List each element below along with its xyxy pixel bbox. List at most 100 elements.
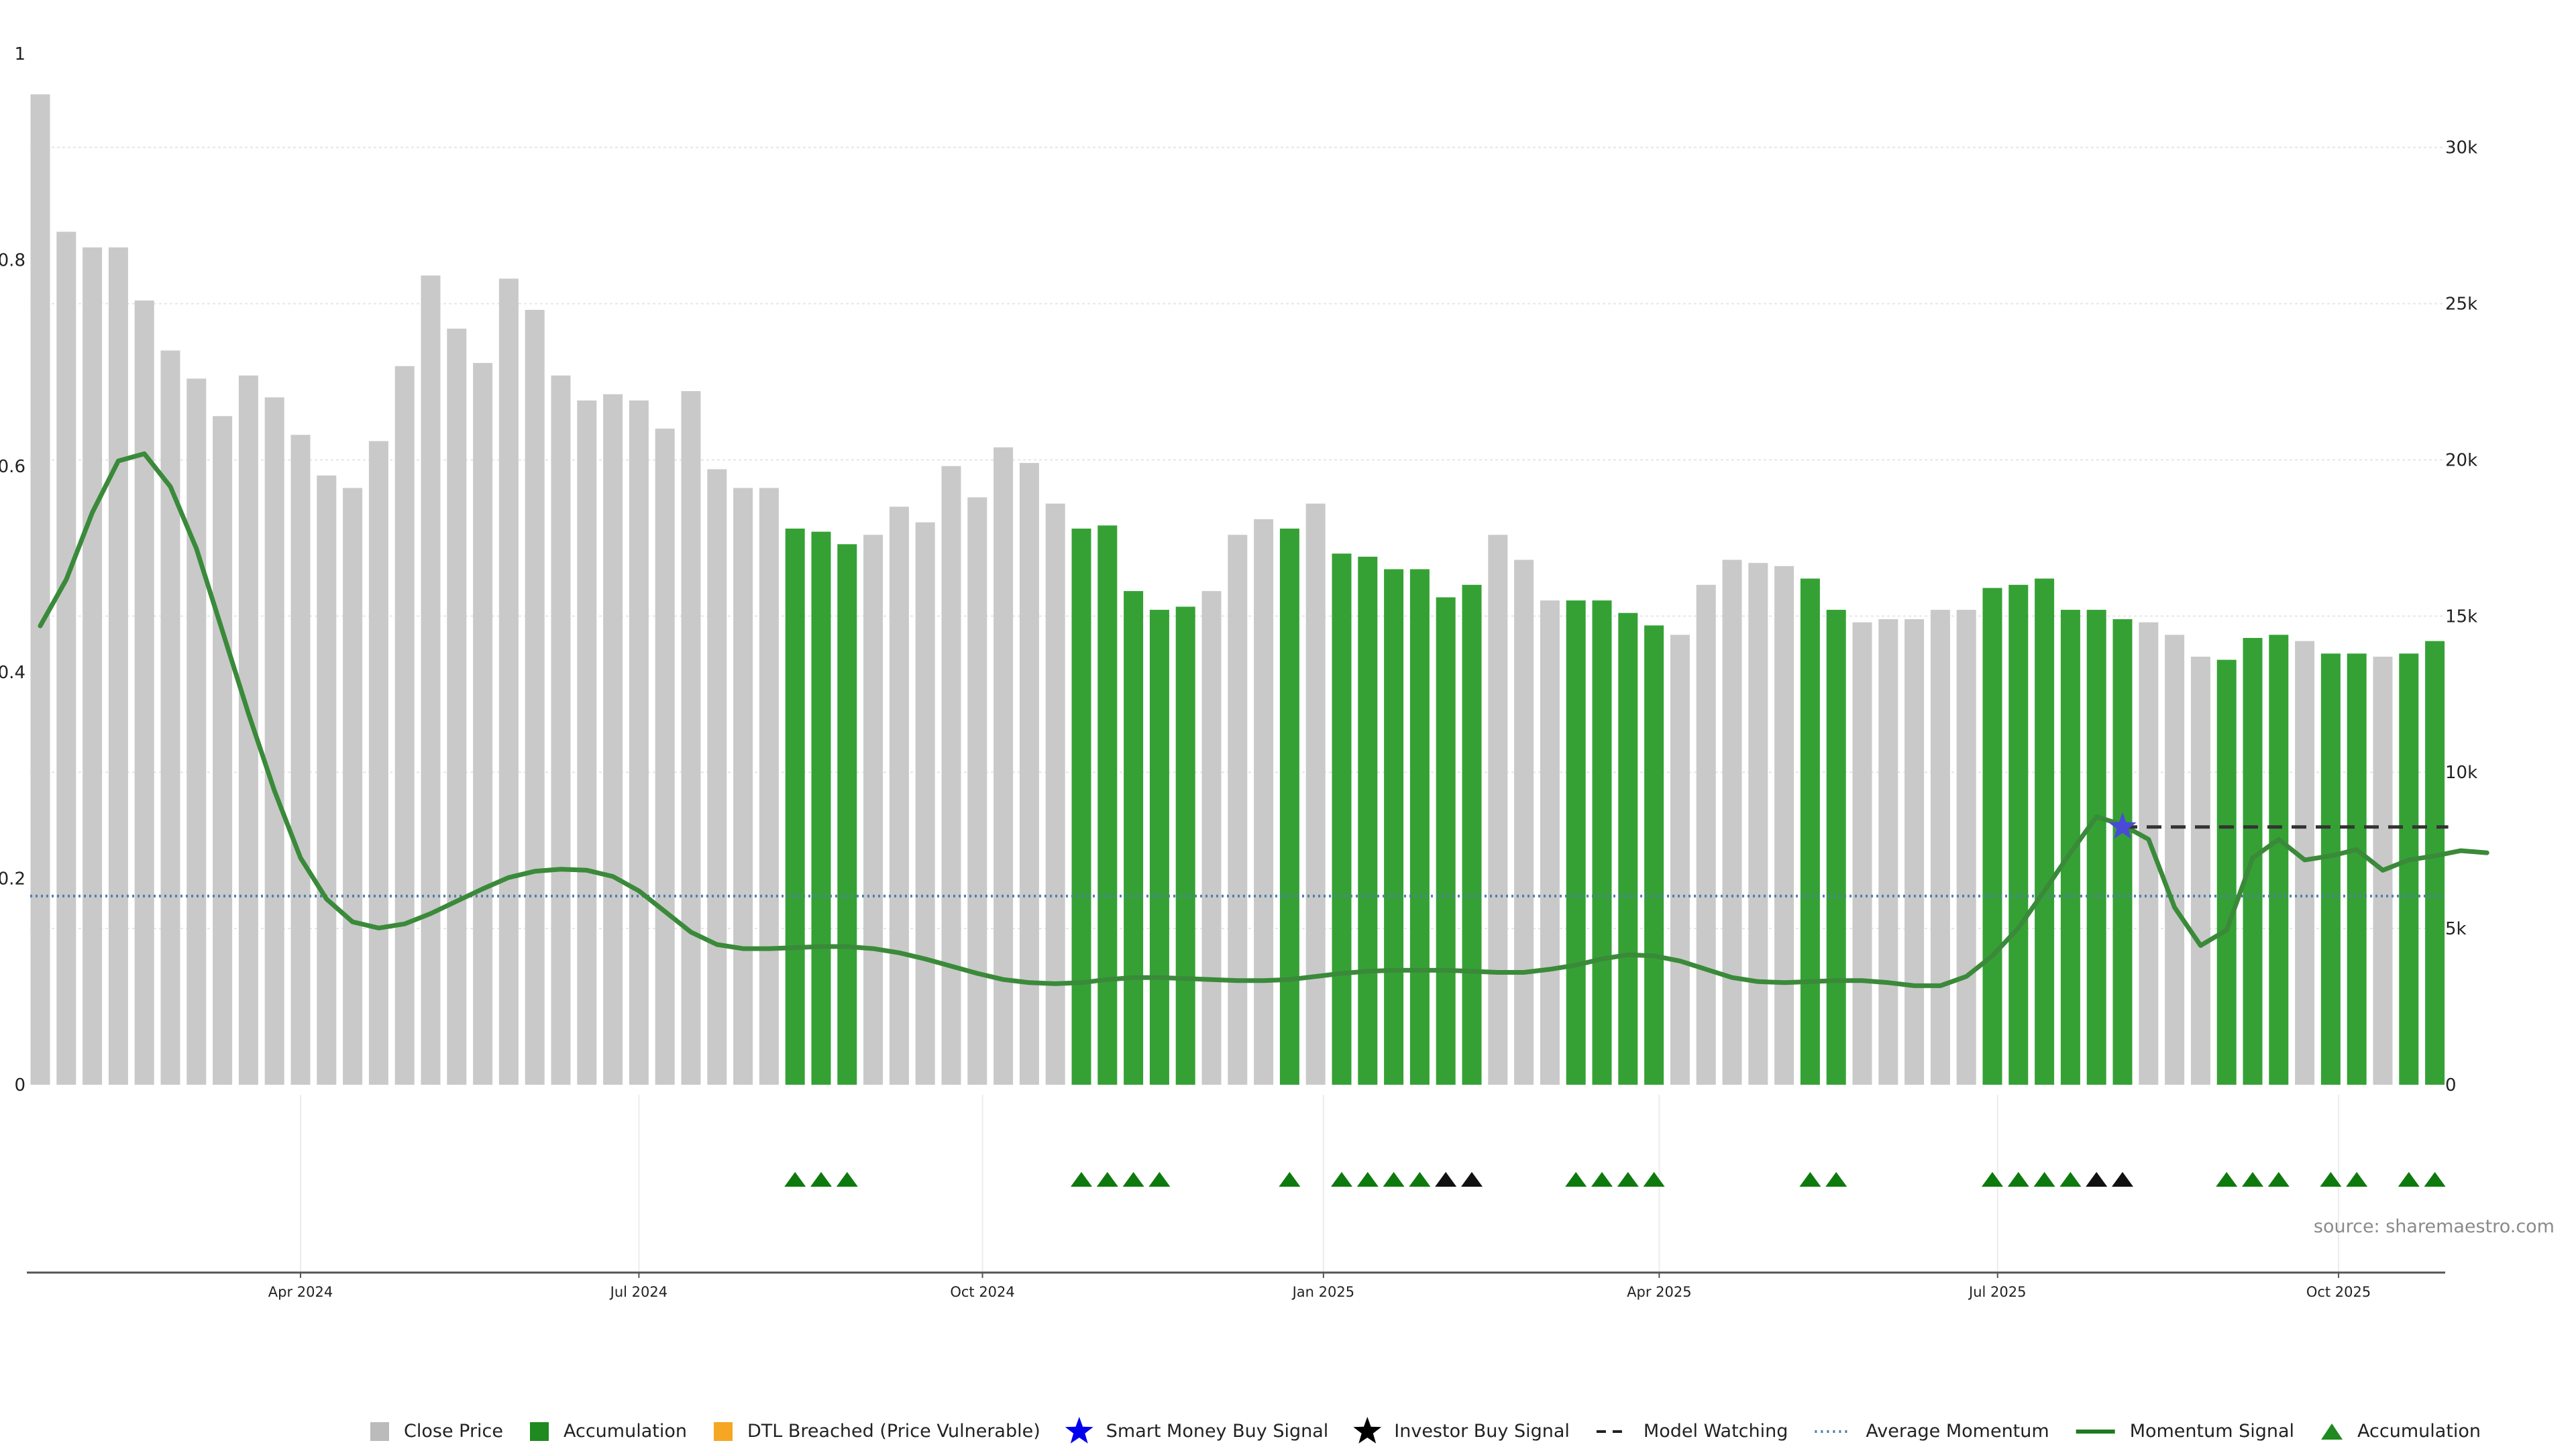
close-price-bar xyxy=(317,475,337,1085)
legend-item: Accumulation xyxy=(530,1421,687,1442)
legend-swatch xyxy=(370,1422,389,1441)
accumulation-triangle xyxy=(2242,1172,2263,1187)
accumulation-triangle xyxy=(1799,1172,1821,1187)
right-tick-label: 5k xyxy=(2445,919,2467,939)
close-price-bar xyxy=(394,366,415,1085)
close-price-bar xyxy=(629,400,649,1085)
close-price-bar xyxy=(733,488,753,1085)
investor-buy-triangle xyxy=(2086,1172,2108,1187)
legend-label: Smart Money Buy Signal xyxy=(1106,1421,1329,1442)
legend-label: Average Momentum xyxy=(1866,1421,2049,1442)
accumulation-triangle xyxy=(2398,1172,2420,1187)
left-tick-label: 0.2 xyxy=(0,869,25,890)
accumulation-triangle xyxy=(2059,1172,2082,1187)
right-tick-label: 20k xyxy=(2445,450,2477,470)
accumulation-bar xyxy=(1566,600,1586,1085)
close-price-bar xyxy=(498,278,519,1085)
accumulation-triangle xyxy=(1148,1172,1171,1187)
accumulation-bar xyxy=(1332,553,1352,1085)
close-price-bar xyxy=(681,391,701,1085)
accumulation-bar xyxy=(1149,610,1169,1085)
accumulation-triangle xyxy=(2007,1172,2029,1187)
close-price-bar xyxy=(941,466,961,1085)
close-price-bar xyxy=(1956,610,1976,1085)
accumulation-triangle xyxy=(1279,1172,1301,1187)
price-bars xyxy=(30,94,2445,1085)
close-price-bar xyxy=(1254,519,1274,1085)
accumulation-triangle xyxy=(1409,1172,1431,1187)
legend-star-icon xyxy=(1353,1417,1382,1444)
accumulation-bar xyxy=(1384,569,1404,1085)
left-tick-label: 1 xyxy=(14,44,25,64)
accumulation-bar xyxy=(811,531,831,1085)
close-price-bar xyxy=(1540,600,1560,1085)
close-price-bar xyxy=(1488,535,1508,1085)
axes: 0 5k 10k 15k 20k 25k 30k 0 0.2 0.4 0.6 0.8 1 Apr 2024… xyxy=(0,44,2477,1300)
legend-swatch xyxy=(530,1422,549,1441)
accumulation-bar xyxy=(1618,612,1638,1085)
close-price-bar xyxy=(1514,559,1534,1085)
accumulation-triangle xyxy=(1383,1172,1405,1187)
legend-label: Accumulation xyxy=(564,1421,687,1442)
close-price-bar xyxy=(577,400,597,1085)
close-price-bar xyxy=(1201,591,1222,1085)
accumulation-triangle xyxy=(1982,1172,2003,1187)
accumulation-bar xyxy=(837,544,857,1085)
investor-buy-triangle xyxy=(1435,1172,1457,1187)
close-price-bar xyxy=(759,488,779,1085)
close-price-bar xyxy=(967,497,987,1085)
indicator-lines xyxy=(30,451,2489,988)
accumulation-triangle xyxy=(1356,1172,1379,1187)
accumulation-bar xyxy=(1175,606,1195,1085)
legend-label: Investor Buy Signal xyxy=(1394,1421,1570,1442)
close-price-bar xyxy=(1305,503,1326,1085)
left-tick-label: 0.6 xyxy=(0,457,25,477)
accumulation-bar xyxy=(1358,556,1378,1085)
accumulation-triangle xyxy=(1331,1172,1352,1187)
accumulation-bar xyxy=(2320,653,2341,1085)
legend-star-icon xyxy=(1065,1417,1093,1444)
legend-item: Accumulation xyxy=(2321,1421,2481,1442)
close-price-bar xyxy=(525,309,545,1085)
close-price-bar xyxy=(1774,566,1794,1085)
close-price-bar xyxy=(707,469,727,1085)
close-price-bar xyxy=(134,300,154,1085)
close-price-bar xyxy=(290,435,311,1085)
close-price-bar xyxy=(368,441,388,1085)
accumulation-triangle xyxy=(1122,1172,1144,1187)
close-price-bar xyxy=(108,247,128,1085)
legend-label: Close Price xyxy=(404,1421,503,1442)
accumulation-bar xyxy=(1462,584,1482,1085)
close-price-bar xyxy=(343,488,363,1085)
accumulation-bar xyxy=(1279,528,1299,1085)
accumulation-bar xyxy=(2425,641,2445,1085)
accumulation-bar xyxy=(1592,600,1612,1085)
x-tick-label: Jul 2024 xyxy=(609,1284,667,1300)
close-price-bar xyxy=(1722,559,1742,1085)
close-price-bar xyxy=(1670,635,1690,1085)
accumulation-bar xyxy=(2216,659,2237,1085)
accumulation-bar xyxy=(2112,619,2133,1085)
accumulation-triangle xyxy=(1617,1172,1639,1187)
accumulation-bar xyxy=(785,528,805,1085)
accumulation-triangle xyxy=(1565,1172,1587,1187)
accumulation-bar xyxy=(1124,591,1144,1085)
accumulation-triangle xyxy=(2267,1172,2290,1187)
legend-swatch xyxy=(713,1422,733,1441)
signal-panel xyxy=(784,1172,2446,1187)
legend-item: Smart Money Buy Signal xyxy=(1065,1417,1328,1444)
momentum-signal-line xyxy=(38,451,2489,988)
legend-item: DTL Breached (Price Vulnerable) xyxy=(713,1421,1040,1442)
accumulation-triangle xyxy=(2424,1172,2446,1187)
accumulation-bar xyxy=(2035,578,2055,1085)
close-price-bar xyxy=(1045,503,1065,1085)
right-tick-label: 15k xyxy=(2445,606,2477,627)
close-price-bar xyxy=(2295,641,2315,1085)
accumulation-bar xyxy=(1826,610,1846,1085)
accumulation-bar xyxy=(1982,588,2002,1085)
accumulation-triangle xyxy=(1096,1172,1118,1187)
accumulation-bar xyxy=(1800,578,1820,1085)
legend-item: Average Momentum xyxy=(1815,1421,2049,1442)
accumulation-triangle xyxy=(1825,1172,1847,1187)
